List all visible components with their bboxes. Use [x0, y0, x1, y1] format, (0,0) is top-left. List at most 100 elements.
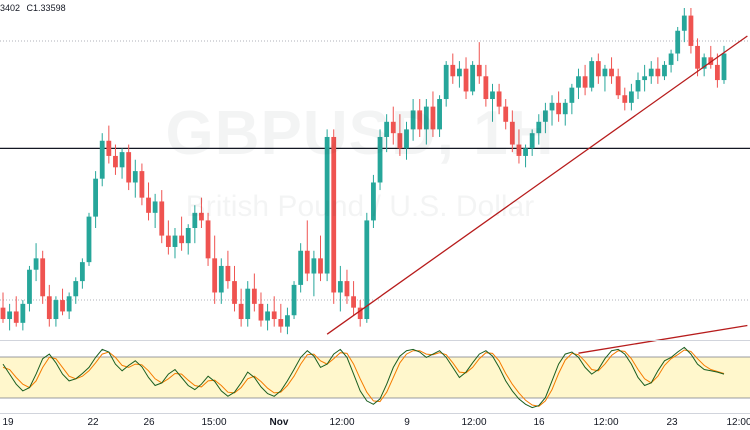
candle-body-down	[595, 61, 601, 77]
candle-body-up	[549, 102, 555, 111]
ohlc-close-label: C	[26, 3, 34, 13]
candle-body-down	[165, 235, 171, 247]
time-axis-tick-label: 23	[666, 417, 678, 428]
candle-body-down	[199, 212, 204, 221]
candle-body-up	[635, 80, 641, 92]
candle-body-up	[457, 68, 462, 77]
candle-body-down	[258, 303, 264, 321]
trendline	[578, 324, 748, 354]
time-axis-tick-label: 15:00	[201, 417, 227, 428]
candle-body-down	[278, 319, 284, 327]
candle-body-up	[404, 129, 409, 149]
candle-body-down	[205, 220, 211, 259]
candle-body-up	[298, 250, 304, 285]
candle-body-down	[503, 106, 509, 122]
candle-body-up	[73, 281, 79, 297]
candle-body-down	[450, 64, 456, 77]
candle-body-down	[271, 311, 277, 320]
candle-body-up	[33, 258, 39, 270]
candle-body-down	[318, 258, 323, 274]
candle-body-down	[251, 288, 257, 304]
candle-body-up	[245, 288, 251, 320]
candle-body-down	[622, 95, 628, 103]
watermark-description: British Pound / U.S. Dollar	[0, 190, 720, 224]
candle-body-down	[708, 57, 714, 65]
candle-body-up	[27, 269, 32, 304]
candle-body-down	[655, 68, 661, 77]
time-axis-tick-label: 12:00	[461, 417, 487, 428]
candle-body-down	[351, 296, 356, 308]
candle-body-down	[212, 258, 218, 293]
candle-body-down	[615, 76, 621, 96]
candle-body-down	[688, 15, 694, 46]
candle-body-up	[701, 57, 707, 69]
candle-body-up	[371, 182, 376, 221]
candle-body-down	[331, 136, 337, 293]
candle-body-up	[642, 76, 648, 81]
time-axis-tick-label: Nov	[269, 417, 289, 428]
candle-body-up	[470, 64, 476, 92]
candle-body-up	[681, 15, 687, 31]
candle-body-down	[106, 140, 112, 156]
candle-body-down	[159, 201, 165, 236]
candle-body-up	[576, 76, 581, 88]
candle-body-up	[99, 140, 105, 179]
ohlc-close-value: 1.33598	[33, 3, 66, 13]
candle-body-up	[20, 303, 26, 323]
candle-body-up	[377, 136, 383, 183]
candle-body-down	[344, 281, 350, 297]
candle-body-up	[86, 216, 92, 263]
candle-body-down	[463, 68, 469, 92]
candle-body-down	[225, 265, 231, 282]
candle-body-up	[569, 87, 575, 103]
candle-body-up	[675, 30, 681, 54]
candle-body-up	[66, 296, 72, 312]
oscillator-band	[0, 357, 750, 398]
time-axis-tick-label: 9	[404, 417, 410, 428]
time-axis-tick-label: 12:00	[329, 417, 355, 428]
candle-body-up	[529, 133, 535, 149]
candle-body-up	[628, 91, 634, 103]
candle-body-up	[324, 136, 330, 274]
watermark-symbol: GBPUSD, 1H	[0, 98, 720, 169]
candle-body-down	[430, 106, 436, 130]
candle-body-up	[384, 121, 390, 137]
candle-body-up	[364, 220, 370, 320]
time-axis-tick-label: 16	[533, 417, 545, 428]
time-axis-tick-label: 12:00	[726, 417, 750, 428]
candle-body-down	[509, 121, 515, 145]
candle-body-down	[476, 64, 482, 77]
time-axis-tick-label: 12:00	[593, 417, 619, 428]
candle-body-down	[113, 155, 118, 168]
candle-body-down	[232, 281, 237, 304]
candle-body-up	[185, 228, 191, 244]
candle-body-down	[13, 311, 19, 323]
candle-body-down	[390, 121, 396, 134]
candle-body-down	[496, 91, 502, 107]
candle-body-down	[126, 152, 132, 183]
candle-body-up	[172, 235, 178, 247]
candle-body-up	[443, 64, 449, 100]
candle-body-up	[602, 68, 608, 77]
candle-body-up	[53, 300, 59, 320]
candlestick-series	[0, 8, 727, 335]
candle-body-down	[238, 303, 244, 320]
candle-body-up	[265, 311, 270, 321]
trendline	[326, 35, 748, 335]
candle-body-up	[337, 281, 343, 293]
candle-body-up	[152, 201, 158, 213]
candle-body-down	[0, 307, 6, 320]
price-pane-grid	[0, 40, 750, 301]
candle-body-down	[179, 235, 184, 244]
candle-body-up	[490, 91, 495, 100]
candle-body-down	[609, 68, 614, 77]
candle-body-up	[79, 262, 85, 282]
candle-body-down	[40, 258, 46, 297]
candle-body-up	[648, 68, 654, 77]
candle-body-up	[536, 121, 542, 134]
candle-body-up	[132, 171, 138, 183]
candle-body-down	[139, 171, 145, 198]
oscillator-k-line	[2, 346, 725, 409]
candle-body-down	[60, 300, 65, 312]
